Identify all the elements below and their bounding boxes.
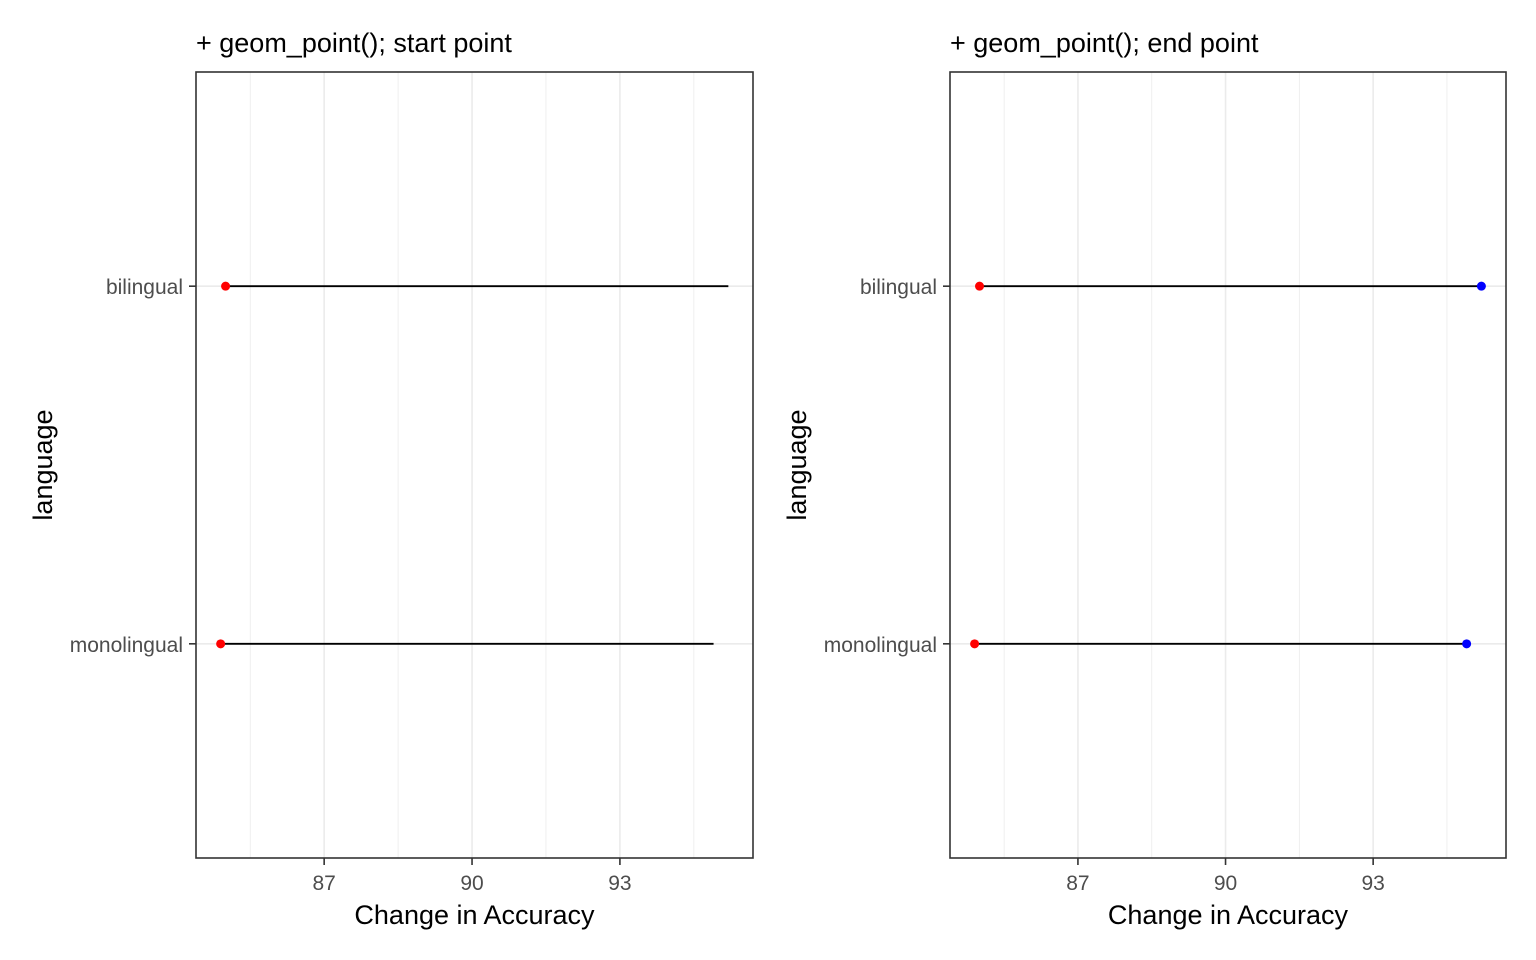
x-tick-label: 90 bbox=[1214, 872, 1237, 895]
point-monolingual bbox=[216, 639, 226, 649]
point-bilingual bbox=[1476, 281, 1486, 291]
x-tick-label: 87 bbox=[312, 872, 335, 895]
point-bilingual bbox=[221, 281, 231, 291]
chart-title: + geom_point(); start point bbox=[196, 28, 512, 58]
y-axis-title: language bbox=[28, 409, 58, 520]
panel-border bbox=[195, 71, 754, 859]
chart-title: + geom_point(); end point bbox=[950, 28, 1259, 58]
y-tick-label-bilingual: bilingual bbox=[106, 276, 183, 299]
x-axis-title: Change in Accuracy bbox=[354, 900, 595, 930]
x-axis-title: Change in Accuracy bbox=[1108, 900, 1349, 930]
x-tick-label: 90 bbox=[460, 872, 483, 895]
point-monolingual bbox=[1462, 639, 1472, 649]
x-tick-label: 93 bbox=[608, 872, 631, 895]
y-tick-label-bilingual: bilingual bbox=[860, 276, 937, 299]
x-tick-label: 87 bbox=[1066, 872, 1089, 895]
y-axis-title: language bbox=[782, 409, 812, 520]
y-tick-label-monolingual: monolingual bbox=[824, 634, 937, 657]
chart-panel-1: 87 90 93 bilingual monolingual + geom_point()… bbox=[28, 28, 754, 930]
y-tick-label-monolingual: monolingual bbox=[70, 634, 183, 657]
panel-border bbox=[949, 71, 1507, 859]
point-monolingual bbox=[970, 639, 980, 649]
chart-panel-2: 87 90 93 bilingual monolingual + geom_point()… bbox=[782, 28, 1507, 930]
x-tick-label: 93 bbox=[1361, 872, 1384, 895]
point-bilingual bbox=[975, 281, 985, 291]
